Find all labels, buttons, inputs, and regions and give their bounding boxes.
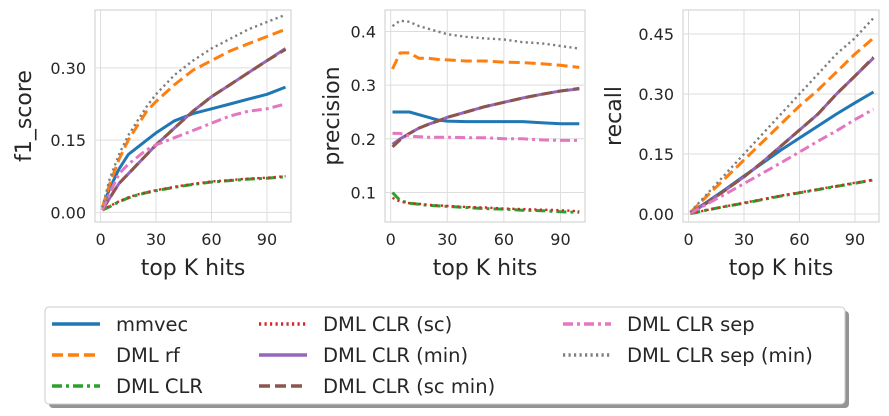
recall-series-line [689,56,875,215]
f1-y-tick-label: 0.30 [50,59,86,78]
precision-y-tick-label: 0.3 [351,76,376,95]
legend: mmvec DML rf DML CLR DML CLR (sc) DML CLR (m… [44,306,849,408]
precision-y-tick-label: 0.4 [351,22,376,41]
f1-x-tick-label: 90 [257,230,277,249]
legend-label: mmvec [116,313,188,336]
f1-score-panel: 0 30 60 90 0.00 0.15 0.30 top K hits f1_score [12,9,292,281]
precision-x-tick-label: 60 [494,230,514,249]
legend-label: DML CLR (sc min) [323,375,495,398]
legend-label: DML CLR sep [627,313,755,336]
recall-series-line [689,107,875,215]
f1-series-line [100,27,287,208]
recall-y-tick-label: 0.15 [638,145,674,164]
recall-series-line [690,178,874,215]
recall-panel: 0 30 60 90 0.00 0.15 0.30 0.45 top K hits recall [602,9,880,281]
f1-series-line [101,48,287,211]
recall-series-line [689,36,875,214]
f1-y-tick-label: 0.15 [50,131,86,150]
legend-label: DML CLR [116,375,203,398]
legend-label: DML rf [116,344,181,367]
recall-x-tick-label: 0 [683,230,693,249]
f1-x-tick-label: 30 [146,230,166,249]
precision-y-tick-label: 0.1 [351,183,376,202]
f1-plot-area [94,9,292,223]
recall-x-axis-label: top K hits [729,256,834,281]
recall-x-tick-label: 30 [734,230,754,249]
recall-y-tick-label: 0.45 [638,25,674,44]
recall-x-tick-label: 90 [845,230,865,249]
precision-panel: 0 30 60 90 0.1 0.2 0.3 0.4 top K hits precision [320,9,586,281]
precision-series-line [392,131,580,142]
legend-label: DML CLR (min) [323,344,468,367]
f1-series-line [101,13,286,208]
recall-y-tick-label: 0.00 [638,205,674,224]
precision-series-line [391,191,580,214]
precision-series-line [391,86,580,149]
legend-label: DML CLR (sc) [323,313,452,336]
f1-y-tick-label: 0.00 [50,203,86,222]
f1-series-line [101,85,287,209]
legend-label: DML CLR sep (min) [627,344,813,367]
recall-y-axis-label: recall [602,86,627,146]
legend-box [44,306,846,405]
recall-x-tick-label: 60 [789,230,809,249]
f1-x-tick-label: 0 [95,230,105,249]
precision-y-axis-label: precision [320,66,345,165]
recall-y-tick-label: 0.30 [638,85,674,104]
precision-series-line [391,19,580,50]
f1-series-line [101,102,286,211]
recall-series-line [689,17,875,213]
f1-y-axis-label: f1_score [12,70,37,162]
f1-x-tick-label: 60 [201,230,221,249]
precision-plot-area [384,9,586,223]
precision-series-line [392,110,580,126]
precision-y-tick-label: 0.2 [351,130,376,149]
f1-x-axis-label: top K hits [141,256,246,281]
precision-x-axis-label: top K hits [433,256,538,281]
precision-x-tick-label: 90 [550,230,570,249]
precision-x-tick-label: 30 [437,230,457,249]
precision-x-tick-label: 0 [386,230,396,249]
f1-series-line [101,175,286,212]
